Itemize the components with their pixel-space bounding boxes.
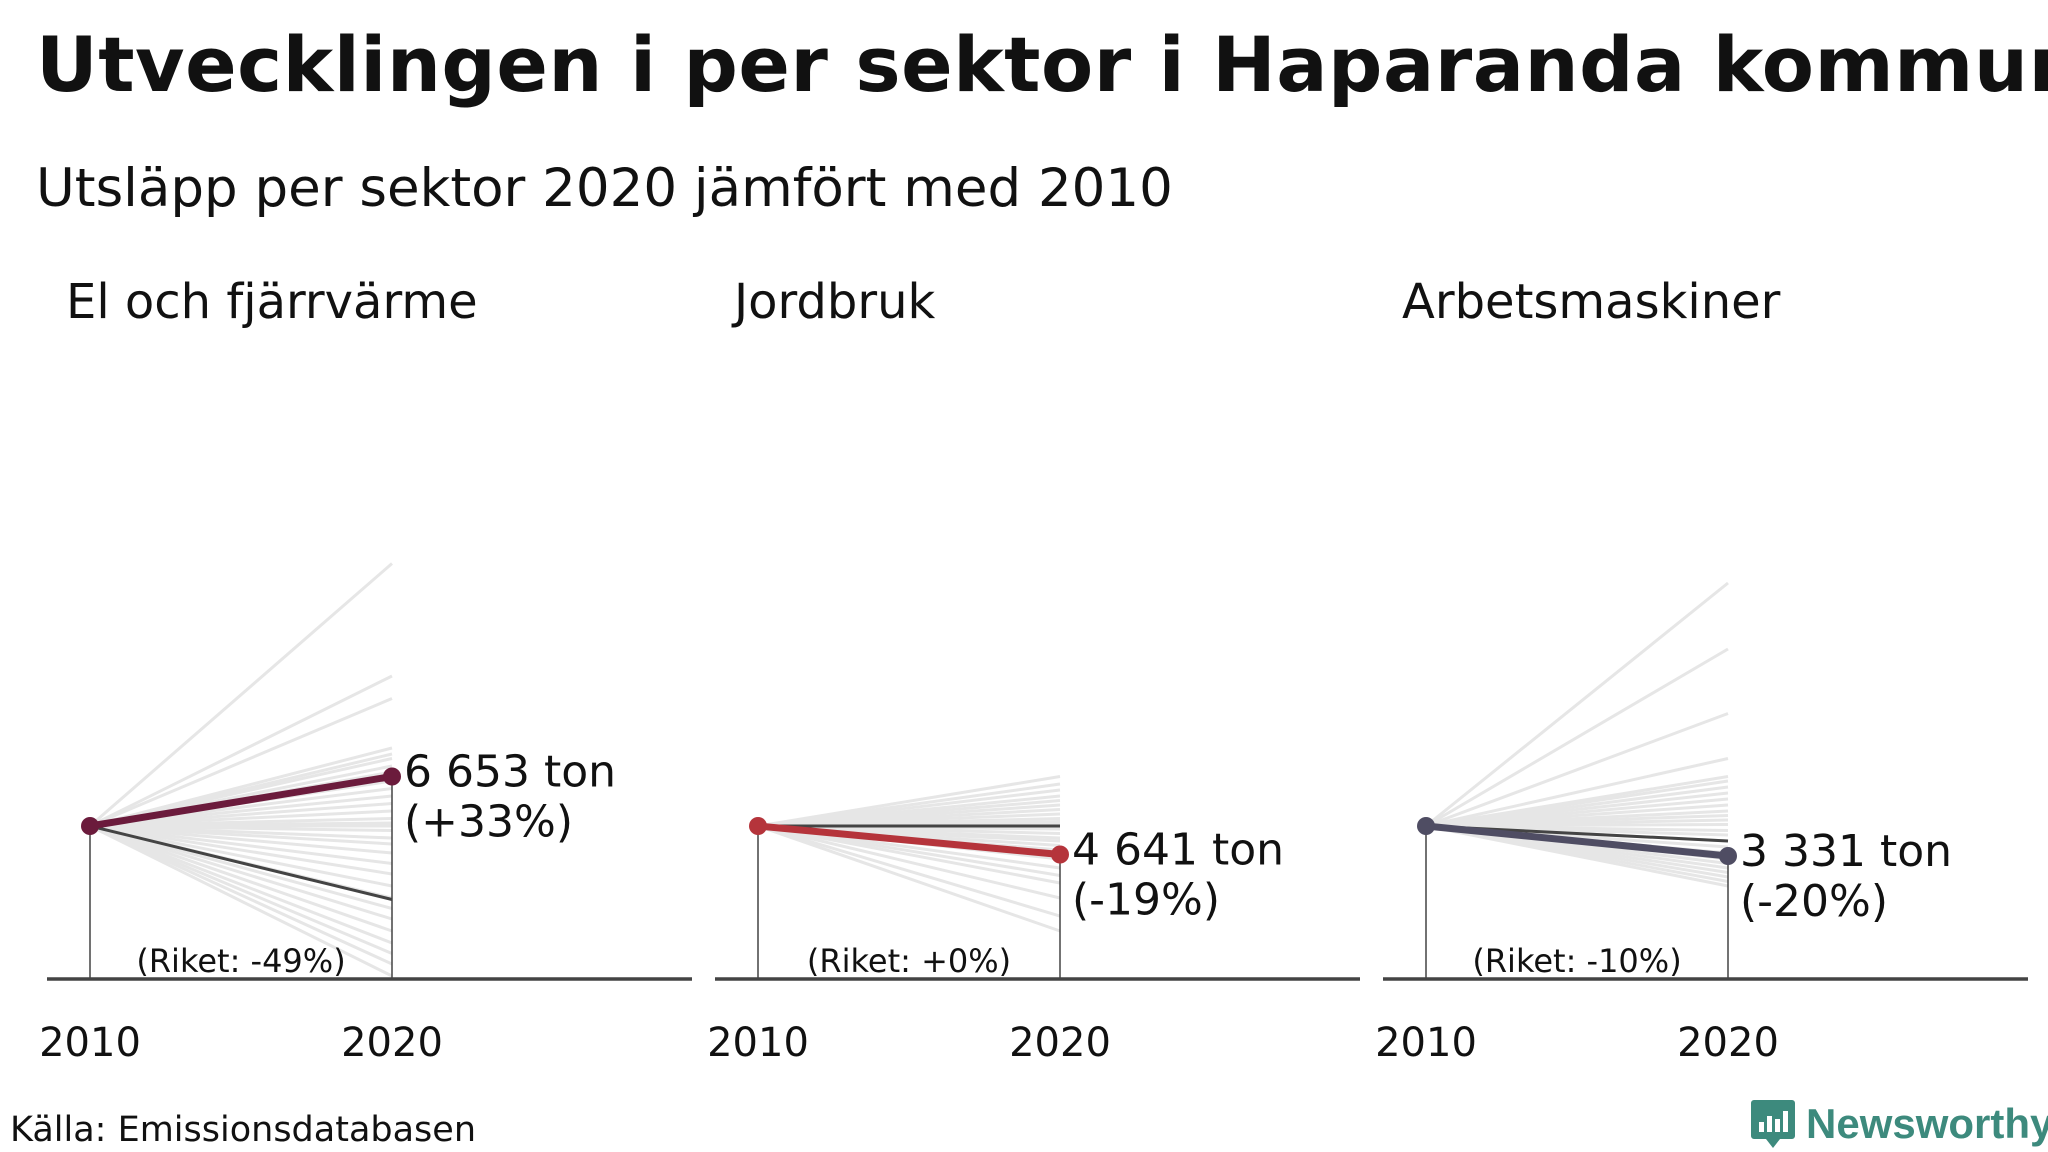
value-label: 4 641 ton (1072, 825, 1284, 876)
point-2020 (383, 767, 401, 786)
national-line (89, 824, 393, 901)
national-label: (Riket: -49%) (136, 942, 345, 980)
source-note: Källa: Emissionsdatabasen (10, 1110, 477, 1150)
newsworthy-logo: Newsworthy (1750, 1098, 2048, 1150)
point-2020 (1719, 847, 1737, 865)
context-line (89, 824, 393, 921)
x-tick-label: 2020 (1677, 1020, 1779, 1066)
point-2010 (749, 817, 767, 835)
panel-title: El och fjärrvärme (66, 274, 478, 330)
x-tick-label: 2010 (39, 1020, 141, 1066)
context-line (89, 824, 393, 855)
context-line (1425, 712, 1729, 828)
point-2010 (81, 817, 99, 835)
context-line (89, 674, 393, 828)
series-line (1422, 822, 1732, 860)
context-line (757, 824, 1061, 900)
context-line (89, 824, 393, 933)
context-line (89, 824, 393, 978)
point-2020 (1051, 845, 1069, 864)
series-line (754, 822, 1064, 858)
change-label: (-19%) (1072, 875, 1220, 926)
context-line (89, 824, 393, 888)
context-line (89, 562, 393, 828)
x-tick-label: 2010 (1375, 1020, 1477, 1066)
change-label: (-20%) (1740, 876, 1888, 927)
context-line (1425, 757, 1729, 828)
context-line (89, 697, 393, 828)
panel-title: Jordbruk (731, 274, 936, 330)
x-tick-label: 2010 (707, 1020, 809, 1066)
national-label: (Riket: -10%) (1472, 942, 1681, 980)
newsworthy-logo-icon (1751, 1100, 1795, 1148)
national-label: (Riket: +0%) (807, 942, 1011, 980)
context-line (757, 824, 1061, 918)
point-2010 (1417, 817, 1435, 835)
chart-title: Utvecklingen i per sektor i Haparanda ko… (36, 20, 2048, 109)
context-line (757, 824, 1061, 885)
value-label: 6 653 ton (404, 747, 616, 798)
context-line (89, 824, 393, 955)
context-line (89, 824, 393, 966)
context-line (1425, 824, 1729, 888)
panel-title: Arbetsmaskiner (1402, 274, 1781, 330)
x-tick-label: 2020 (341, 1020, 443, 1066)
value-label: 3 331 ton (1740, 826, 1952, 877)
context-line (1425, 647, 1729, 828)
change-label: (+33%) (404, 797, 573, 848)
newsworthy-logo-text: Newsworthy (1806, 1100, 2048, 1147)
context-line (89, 824, 393, 945)
context-line (89, 824, 393, 876)
context-line (757, 824, 1061, 933)
x-tick-label: 2020 (1009, 1020, 1111, 1066)
context-line (1425, 581, 1729, 828)
chart-subtitle: Utsläpp per sektor 2020 jämfört med 2010 (36, 158, 1173, 219)
series-line (86, 773, 396, 830)
context-line (89, 824, 393, 865)
